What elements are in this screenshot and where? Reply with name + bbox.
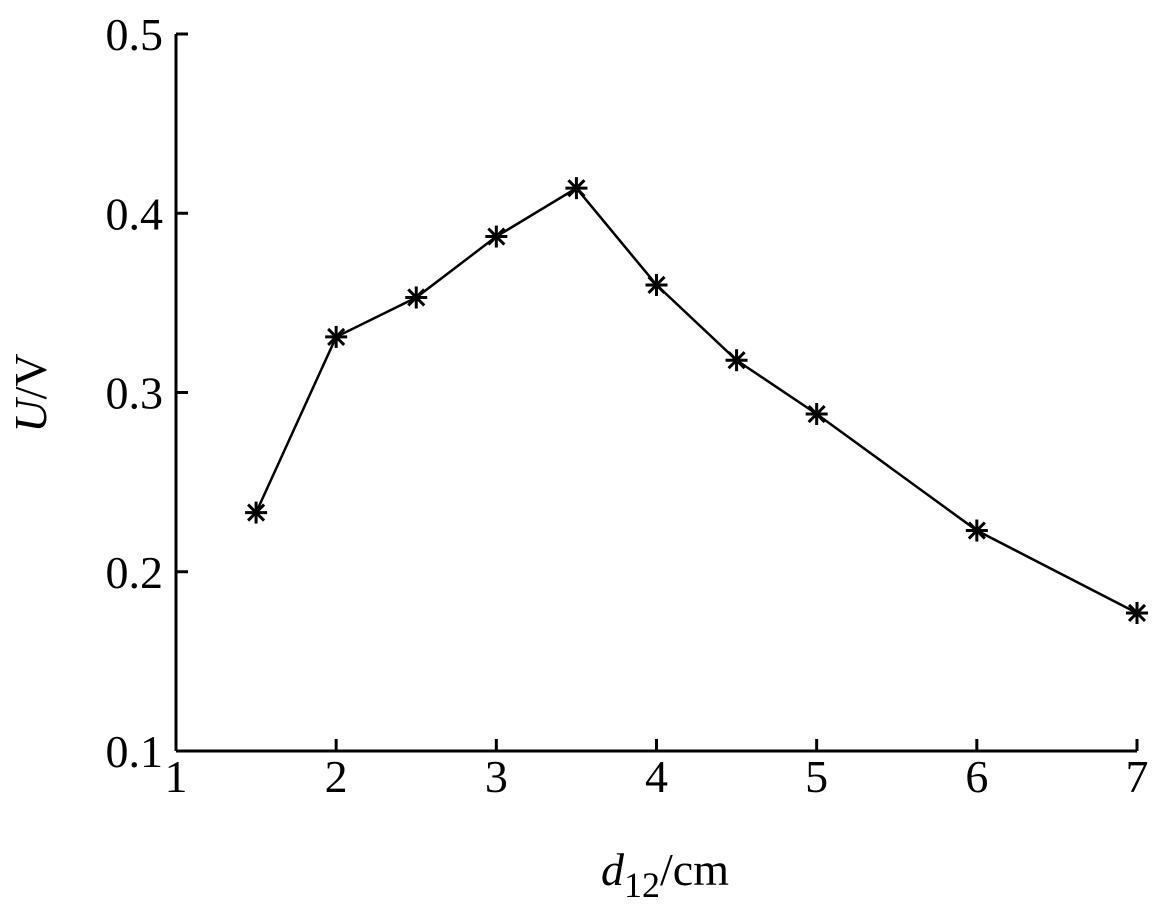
y-tick-label: 0.5 xyxy=(106,9,164,60)
x-tick-label: 5 xyxy=(805,751,828,802)
data-point xyxy=(1126,601,1148,624)
data-point xyxy=(645,273,668,296)
data-point xyxy=(965,519,988,542)
x-tick-label: 3 xyxy=(485,751,508,802)
data-point xyxy=(245,501,268,524)
data-point xyxy=(565,177,588,200)
x-tick-label: 6 xyxy=(965,751,988,802)
x-axis-unit: /cm xyxy=(660,844,729,895)
x-tick-label: 7 xyxy=(1126,751,1149,802)
x-tick-label: 4 xyxy=(645,751,668,802)
y-axis-var: U xyxy=(5,397,56,433)
x-tick-label: 2 xyxy=(325,751,348,802)
axes xyxy=(174,34,1137,753)
x-ticks: 1 2 3 4 5 6 7 xyxy=(165,739,1149,802)
x-axis-title: d12/cm xyxy=(601,844,729,905)
y-tick-label: 0.3 xyxy=(106,368,164,419)
data-point xyxy=(325,325,348,348)
y-ticks: 0.1 0.2 0.3 0.4 0.5 xyxy=(106,9,188,777)
data-point xyxy=(405,286,428,309)
y-axis-unit: /V xyxy=(5,353,56,399)
x-axis-var: d xyxy=(601,844,625,895)
series-group xyxy=(245,177,1148,624)
x-tick-label: 1 xyxy=(165,751,188,802)
data-point xyxy=(725,349,748,372)
y-tick-label: 0.4 xyxy=(106,188,164,239)
data-point xyxy=(805,403,828,426)
x-axis-sub: 12 xyxy=(624,865,660,905)
series-line xyxy=(254,186,1138,615)
data-point xyxy=(485,225,508,248)
y-tick-label: 0.1 xyxy=(106,726,164,777)
y-tick-label: 0.2 xyxy=(106,547,164,598)
y-axis-title: U/V xyxy=(5,353,56,432)
